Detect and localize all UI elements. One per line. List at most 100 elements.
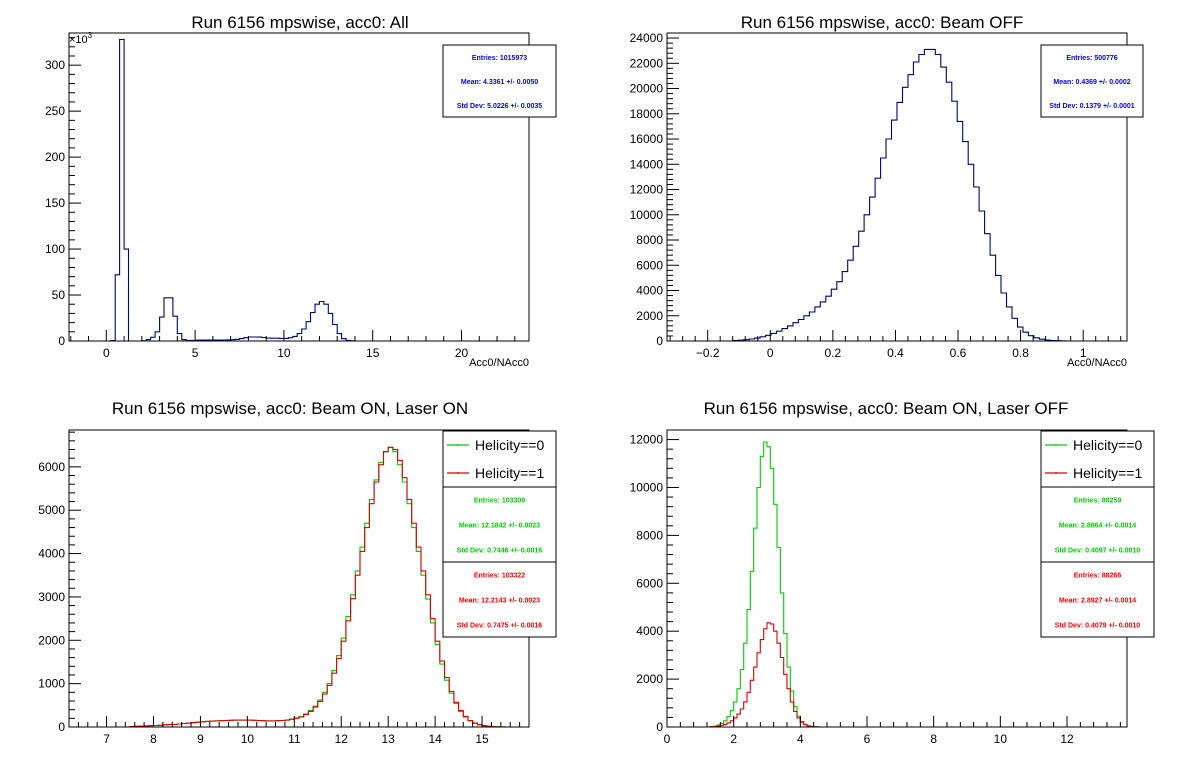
stats-line: Entries: 103322 bbox=[474, 573, 525, 580]
stats-line: Mean: 2.8927 +/- 0.0014 bbox=[1059, 598, 1136, 605]
y-tick-label: 50 bbox=[52, 288, 66, 302]
y-tick-label: 8000 bbox=[636, 233, 663, 247]
series-line-Helicity-0 bbox=[709, 441, 827, 727]
y-tick-label: 14000 bbox=[630, 157, 664, 171]
y-tick-label: 4000 bbox=[636, 624, 663, 638]
stats-line: Entries: 103309 bbox=[474, 498, 525, 505]
y-tick-label: 6000 bbox=[636, 258, 663, 272]
y-tick-label: 20000 bbox=[630, 82, 664, 96]
stats-line: Std Dev: 5.0226 +/- 0.0035 bbox=[457, 103, 543, 110]
x-tick-label: 10 bbox=[241, 732, 255, 746]
x-tick-label: 0 bbox=[767, 346, 774, 360]
x-tick-label: 2 bbox=[730, 732, 737, 746]
stats-line: Mean: 4.3361 +/- 0.0050 bbox=[461, 79, 538, 86]
legend-label: Helicity==0 bbox=[475, 437, 544, 453]
stats-box bbox=[442, 561, 557, 638]
x-tick-label: 5 bbox=[192, 346, 199, 360]
legend-label: Helicity==1 bbox=[1073, 465, 1142, 481]
stats-box bbox=[1040, 44, 1144, 118]
x-tick-label: 0.8 bbox=[1012, 346, 1029, 360]
x-tick-label: 12 bbox=[335, 732, 349, 746]
y-tick-label: 0 bbox=[58, 334, 65, 348]
stats-box bbox=[442, 44, 557, 118]
x-tick-label: 0 bbox=[664, 732, 671, 746]
x-tick-label: −0.2 bbox=[696, 346, 720, 360]
series-line-Helicity-1 bbox=[709, 622, 827, 727]
y-tick-label: 2000 bbox=[38, 633, 65, 647]
x-tick-label: 11 bbox=[288, 732, 301, 746]
x-tick-label: 4 bbox=[797, 732, 804, 746]
x-tick-label: 1 bbox=[1080, 346, 1087, 360]
x-tick-label: 13 bbox=[382, 732, 396, 746]
y-tick-label: 200 bbox=[45, 150, 65, 164]
stats-line: Mean: 12.1842 +/- 0.0023 bbox=[459, 523, 540, 530]
legend-label: Helicity==0 bbox=[1073, 437, 1142, 453]
y-tick-label: 18000 bbox=[630, 107, 664, 121]
y-tick-label: 16000 bbox=[630, 132, 664, 146]
plot-frame bbox=[666, 32, 1128, 342]
stats-line: Mean: 0.4369 +/- 0.0002 bbox=[1053, 79, 1130, 86]
x-tick-label: 9 bbox=[197, 732, 204, 746]
y-tick-label: 5000 bbox=[38, 503, 65, 517]
series-group bbox=[732, 48, 1068, 341]
stats-line: Std Dev: 0.7475 +/- 0.0016 bbox=[457, 623, 543, 630]
stats-line: Entries: 88266 bbox=[1074, 573, 1122, 580]
y-tick-label: 2000 bbox=[636, 309, 663, 323]
x-tick-label: 15 bbox=[366, 346, 380, 360]
stats-box bbox=[1040, 486, 1155, 563]
histogram-beam-on-laser-off: Run 6156 mpswise, acc0: Beam ON, Laser O… bbox=[630, 399, 1155, 746]
y-tick-label: 150 bbox=[45, 196, 65, 210]
x-tick-label: 6 bbox=[864, 732, 871, 746]
stats-line: Std Dev: 0.7446 +/- 0.0016 bbox=[457, 548, 543, 555]
x-tick-label: 0 bbox=[103, 346, 110, 360]
legend-box bbox=[442, 430, 557, 488]
series-line-main bbox=[97, 38, 360, 341]
x-tick-label: 15 bbox=[475, 732, 489, 746]
stats-line: Std Dev: 0.4097 +/- 0.0010 bbox=[1055, 548, 1141, 555]
y-tick-label: 0 bbox=[58, 720, 65, 734]
y-tick-label: 10000 bbox=[630, 480, 664, 494]
y-tick-label: 8000 bbox=[636, 528, 663, 542]
x-tick-label: 0.2 bbox=[825, 346, 842, 360]
y-tick-label: 6000 bbox=[636, 576, 663, 590]
x-tick-label: 10 bbox=[277, 346, 291, 360]
y-tick-label: 4000 bbox=[38, 547, 65, 561]
y-exponent-value: 3 bbox=[88, 31, 93, 40]
y-exponent-label: ×103 bbox=[69, 31, 93, 46]
x-axis-label: Acc0/NAcc0 bbox=[469, 357, 529, 369]
y-tick-label: 22000 bbox=[630, 56, 664, 70]
x-tick-label: 0.6 bbox=[950, 346, 967, 360]
legend-box bbox=[1040, 430, 1155, 488]
chart-title: Run 6156 mpswise, acc0: Beam ON, Laser O… bbox=[112, 399, 468, 418]
histogram-beam-off: Run 6156 mpswise, acc0: Beam OFF −0.2 0 0.2… bbox=[630, 13, 1144, 369]
y-tick-label: 1000 bbox=[38, 677, 65, 691]
y-tick-label: 3000 bbox=[38, 590, 65, 604]
stats-line: Std Dev: 0.1379 +/- 0.0001 bbox=[1049, 103, 1135, 110]
x-tick-label: 14 bbox=[428, 732, 442, 746]
plot-frame bbox=[68, 32, 530, 342]
x-tick-label: 20 bbox=[455, 346, 469, 360]
y-tick-label: 24000 bbox=[630, 31, 664, 45]
stats-box bbox=[442, 486, 557, 563]
series-line-main bbox=[732, 48, 1068, 341]
stats-line: Std Dev: 0.4079 +/- 0.0010 bbox=[1055, 623, 1141, 630]
x-tick-label: 8 bbox=[930, 732, 937, 746]
y-tick-label: 0 bbox=[656, 334, 663, 348]
chart-title: Run 6156 mpswise, acc0: Beam ON, Laser O… bbox=[704, 399, 1069, 418]
x-tick-label: 8 bbox=[150, 732, 157, 746]
y-tick-label: 10000 bbox=[630, 208, 664, 222]
stats-line: Mean: 2.8664 +/- 0.0014 bbox=[1059, 523, 1136, 530]
y-tick-label: 12000 bbox=[630, 433, 664, 447]
y-tick-label: 100 bbox=[45, 242, 65, 256]
stats-line: Entries: 88259 bbox=[1074, 498, 1122, 505]
y-tick-label: 0 bbox=[656, 720, 663, 734]
stats-line: Mean: 12.2143 +/- 0.0023 bbox=[459, 598, 540, 605]
x-axis-label: Acc0/NAcc0 bbox=[1067, 357, 1127, 369]
chart-title: Run 6156 mpswise, acc0: All bbox=[191, 13, 408, 32]
y-tick-label: 2000 bbox=[636, 672, 663, 686]
y-tick-label: 12000 bbox=[630, 183, 664, 197]
x-tick-label: 0.4 bbox=[887, 346, 904, 360]
series-group bbox=[97, 38, 360, 341]
x-tick-label: 10 bbox=[994, 732, 1008, 746]
